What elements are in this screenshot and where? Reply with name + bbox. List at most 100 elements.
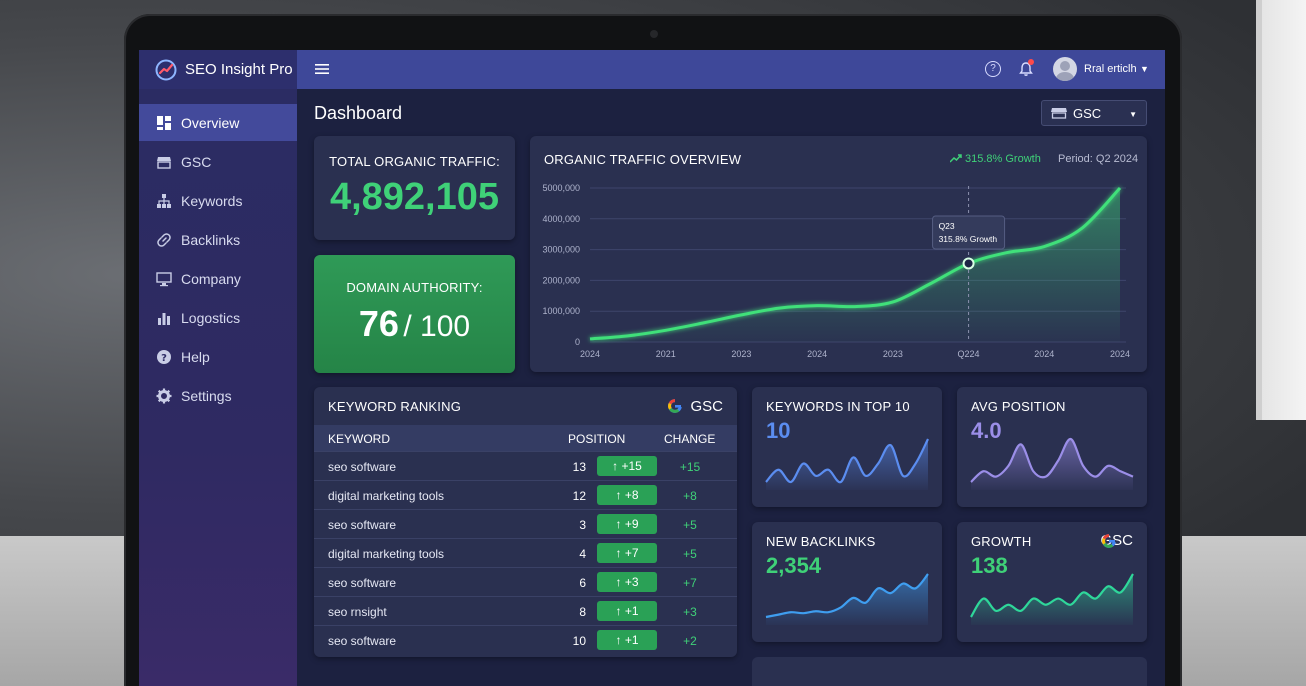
sidebar-item-label: Backlinks bbox=[181, 231, 241, 248]
sparkline-area bbox=[766, 574, 928, 625]
keywords-top10-sparkline bbox=[765, 438, 929, 490]
notification-dot bbox=[1028, 59, 1034, 65]
position-cell: 10 bbox=[572, 634, 586, 648]
dashboard-grid-icon bbox=[157, 115, 171, 130]
keyword-cell: seo software bbox=[328, 460, 397, 474]
position-cell: 3 bbox=[579, 518, 586, 532]
x-tick-label: 2024 bbox=[1110, 349, 1130, 359]
x-tick-label: 2024 bbox=[580, 349, 600, 359]
keyword-cell: digital marketing tools bbox=[328, 489, 445, 503]
keyword-cell: seo rnsight bbox=[328, 605, 387, 619]
new-backlinks-sparkline bbox=[765, 573, 929, 625]
change-cell: +3 bbox=[683, 605, 697, 619]
sidebar-item-label: Logostics bbox=[181, 309, 241, 326]
keyword-ranking-title: KEYWORD RANKING bbox=[328, 399, 462, 414]
sparkline-line bbox=[765, 438, 929, 484]
table-row[interactable]: digital marketing tools 4 ↑ +7 +5 bbox=[314, 538, 737, 567]
table-row[interactable]: digital marketing tools 12 ↑ +8 +8 bbox=[314, 480, 737, 509]
y-tick-label: 3000,000 bbox=[542, 245, 580, 255]
store-icon bbox=[157, 156, 171, 169]
monitor-icon bbox=[156, 271, 172, 286]
table-row[interactable]: seo rnsight 8 ↑ +1 +3 bbox=[314, 596, 737, 625]
new-backlinks-card: NEW BACKLINKS 2,354 bbox=[752, 522, 942, 642]
avatar[interactable] bbox=[1053, 57, 1077, 81]
change-cell: +2 bbox=[683, 634, 697, 648]
sidebar-item-overview[interactable]: Overview bbox=[139, 104, 297, 141]
position-cell: 6 bbox=[579, 576, 586, 590]
mini-card-label: KEYWORDS IN TOP 10 bbox=[766, 399, 910, 414]
source-select[interactable]: GSC ▼ bbox=[1041, 100, 1147, 126]
sidebar-item-label: Keywords bbox=[181, 192, 243, 209]
table-row[interactable]: seo software 3 ↑ +9 +5 bbox=[314, 509, 737, 538]
sidebar-item-company[interactable]: Company bbox=[139, 260, 297, 297]
mini-card-label: AVG POSITION bbox=[971, 399, 1066, 414]
sparkline-area bbox=[971, 438, 1133, 490]
total-traffic-label: TOTAL ORGANIC TRAFFIC: bbox=[329, 154, 500, 169]
chevron-down-icon[interactable]: ▼ bbox=[1140, 64, 1149, 74]
domain-authority-score: 76 bbox=[358, 303, 399, 344]
y-tick-label: 4000,000 bbox=[542, 214, 580, 224]
keyword-cell: seo software bbox=[328, 634, 397, 648]
sidebar: Overview GSC Keywords Bac bbox=[139, 89, 297, 686]
highlight-point[interactable] bbox=[962, 257, 975, 270]
total-traffic-value: 4,892,105 bbox=[329, 176, 500, 218]
organic-traffic-chart[interactable]: 0 1000,000 2000,000 3000,000 4000,000 5000,00… bbox=[530, 136, 1147, 372]
sparkline-line bbox=[970, 573, 1134, 618]
menu-icon[interactable] bbox=[315, 62, 329, 76]
sidebar-item-help[interactable]: ? Help bbox=[139, 338, 297, 375]
gear-icon bbox=[156, 388, 172, 403]
y-tick-label: 0 bbox=[575, 337, 580, 347]
top-bar: SEO Insight Pro ? Rral erticlh ▼ bbox=[139, 50, 1165, 89]
position-cell: 12 bbox=[572, 489, 586, 503]
change-cell: +8 bbox=[683, 489, 697, 503]
keywords-top10-card: KEYWORDS IN TOP 10 10 bbox=[752, 387, 942, 507]
tooltip-text: 315.8% Growth bbox=[939, 234, 998, 244]
google-logo-icon bbox=[1102, 534, 1117, 548]
sidebar-item-keywords[interactable]: Keywords bbox=[139, 182, 297, 219]
position-cell: 4 bbox=[579, 547, 586, 561]
sidebar-item-logostics[interactable]: Logostics bbox=[139, 299, 297, 336]
sidebar-item-label: Settings bbox=[181, 387, 232, 404]
google-logo-icon bbox=[668, 399, 683, 413]
sidebar-item-backlinks[interactable]: Backlinks bbox=[139, 221, 297, 258]
avg-position-sparkline bbox=[970, 437, 1134, 490]
avg-position-card: AVG POSITION 4.0 bbox=[957, 387, 1147, 507]
help-circle-icon[interactable]: ? bbox=[985, 61, 1001, 77]
link-icon bbox=[157, 232, 171, 247]
store-icon bbox=[1051, 108, 1067, 119]
column-keyword[interactable]: KEYWORD bbox=[328, 432, 391, 446]
position-change-badge: ↑ +7 bbox=[597, 543, 657, 563]
x-tick-label: 2021 bbox=[656, 349, 676, 359]
keyword-ranking-card: KEYWORD RANKING GSC KEYWORD POSITION CHA… bbox=[314, 387, 737, 657]
position-cell: 13 bbox=[572, 460, 586, 474]
brand-name: SEO Insight Pro bbox=[185, 61, 293, 78]
traffic-line bbox=[589, 186, 1122, 341]
sparkline-area bbox=[766, 439, 928, 490]
chevron-down-icon: ▼ bbox=[1129, 110, 1137, 119]
x-tick-label: 2024 bbox=[1034, 349, 1054, 359]
column-change[interactable]: CHANGE bbox=[664, 432, 716, 446]
webcam bbox=[650, 30, 658, 38]
keyword-cell: digital marketing tools bbox=[328, 547, 445, 561]
mini-card-label: NEW BACKLINKS bbox=[766, 534, 876, 549]
sparkline-line bbox=[765, 573, 929, 619]
chart-tooltip: Q23 315.8% Growth bbox=[932, 215, 1006, 250]
table-row[interactable]: seo software 6 ↑ +3 +7 bbox=[314, 567, 737, 596]
tooltip-title: Q23 bbox=[939, 221, 955, 231]
traffic-area bbox=[590, 188, 1120, 342]
sitemap-icon bbox=[157, 193, 171, 208]
sidebar-item-label: Overview bbox=[181, 114, 240, 131]
column-position[interactable]: POSITION bbox=[568, 432, 626, 446]
brand[interactable]: SEO Insight Pro bbox=[139, 50, 297, 89]
mini-card-value: 2,354 bbox=[766, 553, 822, 578]
user-name[interactable]: Rral erticlh bbox=[1084, 63, 1137, 75]
position-change-badge: ↑ +8 bbox=[597, 485, 657, 505]
sidebar-item-gsc[interactable]: GSC bbox=[139, 143, 297, 180]
table-row[interactable]: seo software 10 ↑ +1 +2 bbox=[314, 625, 737, 654]
mini-card-value: 138 bbox=[971, 553, 1008, 578]
page-title: Dashboard bbox=[314, 103, 403, 123]
table-row[interactable]: seo software 13 ↑ +15 +15 bbox=[314, 451, 737, 480]
position-change-badge: ↑ +1 bbox=[597, 601, 657, 621]
change-cell: +15 bbox=[679, 460, 701, 474]
sidebar-item-settings[interactable]: Settings bbox=[139, 377, 297, 414]
